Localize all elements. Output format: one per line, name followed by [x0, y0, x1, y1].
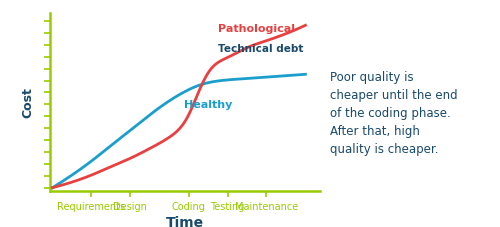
Text: Poor quality is
cheaper until the end
of the coding phase.
After that, high
qual: Poor quality is cheaper until the end of…: [330, 71, 458, 156]
Text: Healthy: Healthy: [184, 99, 232, 109]
X-axis label: Time: Time: [166, 215, 204, 227]
Text: Pathological: Pathological: [218, 24, 295, 34]
Y-axis label: Cost: Cost: [21, 87, 34, 118]
Text: Technical debt: Technical debt: [218, 44, 303, 53]
